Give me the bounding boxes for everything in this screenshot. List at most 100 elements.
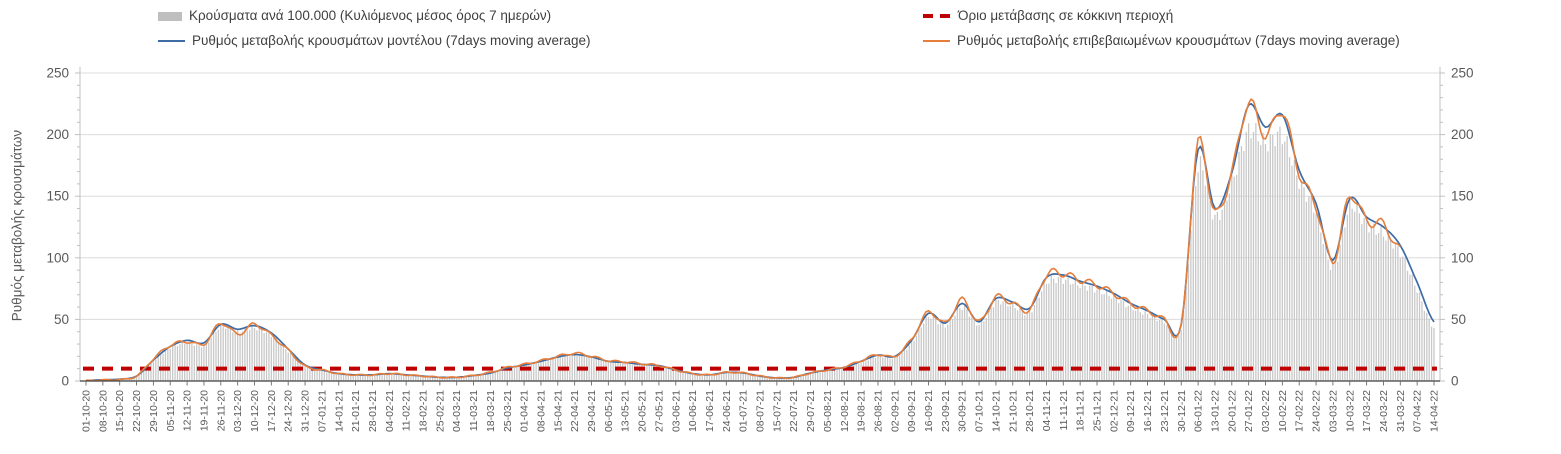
svg-text:25-02-21: 25-02-21	[434, 390, 446, 432]
line-swatch-icon	[923, 39, 950, 43]
y-axis-left	[75, 67, 81, 382]
svg-text:11-02-21: 11-02-21	[401, 390, 413, 431]
legend-item-confirmed-rate: Ρυθμός μεταβολής επιβεβαιωμένων κρουσμάτ…	[923, 33, 1400, 49]
legend-label-cases-per-100k: Κρούσματα ανά 100.000 (Κυλιόμενος μέσος …	[189, 8, 552, 23]
x-axis	[80, 380, 1440, 386]
y-tick-labels-right: 0 50 100 150 200 250	[1451, 66, 1474, 389]
svg-text:01-10-20: 01-10-20	[81, 390, 93, 432]
svg-text:13-01-22: 13-01-22	[1209, 390, 1221, 432]
svg-text:04-11-21: 04-11-21	[1041, 390, 1053, 431]
svg-text:03-03-22: 03-03-22	[1327, 390, 1339, 432]
bar-swatch-icon	[158, 11, 182, 21]
svg-text:14-04-22: 14-04-22	[1429, 390, 1441, 432]
svg-text:17-02-22: 17-02-22	[1294, 390, 1306, 432]
svg-text:16-12-21: 16-12-21	[1142, 390, 1154, 432]
svg-text:22-10-20: 22-10-20	[131, 390, 143, 432]
svg-text:10-02-22: 10-02-22	[1277, 390, 1289, 432]
svg-text:05-11-20: 05-11-20	[165, 390, 177, 431]
svg-text:10-03-22: 10-03-22	[1344, 390, 1356, 432]
legend-item-cases-per-100k: Κρούσματα ανά 100.000 (Κυλιόμενος μέσος …	[158, 8, 551, 24]
svg-text:26-08-21: 26-08-21	[872, 390, 884, 432]
svg-text:06-05-21: 06-05-21	[603, 390, 615, 432]
y-gridlines	[80, 72, 1440, 320]
svg-text:28-01-21: 28-01-21	[367, 390, 379, 432]
svg-text:04-02-21: 04-02-21	[384, 390, 396, 432]
svg-text:29-04-21: 29-04-21	[586, 390, 598, 432]
svg-text:24-06-21: 24-06-21	[721, 390, 733, 432]
svg-text:18-11-21: 18-11-21	[1075, 390, 1087, 431]
bars-series	[87, 123, 1435, 381]
svg-text:18-02-21: 18-02-21	[418, 390, 430, 432]
svg-text:29-07-21: 29-07-21	[805, 390, 817, 432]
svg-text:01-07-21: 01-07-21	[738, 390, 750, 432]
svg-text:10-06-21: 10-06-21	[687, 390, 699, 432]
svg-text:0: 0	[1451, 374, 1459, 389]
svg-text:27-05-21: 27-05-21	[653, 390, 665, 432]
svg-text:17-12-20: 17-12-20	[266, 390, 278, 432]
svg-text:31-12-20: 31-12-20	[300, 390, 312, 432]
svg-text:200: 200	[1451, 127, 1474, 142]
svg-text:17-06-21: 17-06-21	[704, 390, 716, 432]
svg-text:150: 150	[1451, 189, 1474, 204]
svg-text:03-12-20: 03-12-20	[232, 390, 244, 432]
svg-text:15-10-20: 15-10-20	[114, 390, 126, 432]
svg-text:26-11-20: 26-11-20	[215, 390, 227, 431]
svg-text:18-03-21: 18-03-21	[485, 390, 497, 432]
y-tick-labels-left: 0 50 100 150 200 250	[46, 66, 69, 389]
svg-text:03-06-21: 03-06-21	[670, 390, 682, 432]
svg-text:10-12-20: 10-12-20	[249, 390, 261, 432]
svg-text:100: 100	[46, 250, 69, 265]
svg-text:12-11-20: 12-11-20	[182, 390, 194, 431]
svg-text:06-01-22: 06-01-22	[1193, 390, 1205, 432]
svg-text:07-04-22: 07-04-22	[1412, 390, 1424, 432]
svg-text:12-08-21: 12-08-21	[839, 390, 851, 432]
svg-text:17-03-22: 17-03-22	[1361, 390, 1373, 432]
svg-text:19-11-20: 19-11-20	[198, 390, 210, 431]
svg-text:150: 150	[46, 189, 69, 204]
dashed-line-swatch-icon	[923, 14, 951, 18]
svg-text:02-12-21: 02-12-21	[1108, 390, 1120, 432]
svg-text:15-04-21: 15-04-21	[552, 390, 564, 432]
svg-text:21-01-21: 21-01-21	[350, 390, 362, 432]
svg-text:02-09-21: 02-09-21	[889, 390, 901, 432]
svg-text:09-12-21: 09-12-21	[1125, 390, 1137, 432]
confirmed-line-series	[86, 98, 1401, 382]
svg-text:25-11-21: 25-11-21	[1092, 390, 1104, 431]
svg-text:01-04-21: 01-04-21	[519, 390, 531, 432]
svg-text:14-01-21: 14-01-21	[333, 390, 345, 432]
svg-text:27-01-22: 27-01-22	[1243, 390, 1255, 432]
svg-text:0: 0	[61, 374, 69, 389]
svg-text:21-10-21: 21-10-21	[1007, 390, 1019, 432]
svg-text:20-05-21: 20-05-21	[637, 390, 649, 432]
svg-text:250: 250	[46, 66, 69, 81]
svg-text:22-07-21: 22-07-21	[788, 390, 800, 432]
svg-text:23-12-21: 23-12-21	[1159, 390, 1171, 432]
svg-text:04-03-21: 04-03-21	[451, 390, 463, 432]
x-tick-labels: 01-10-20 08-10-20 15-10-20 22-10-20 29-10-20…	[81, 390, 1441, 432]
svg-text:50: 50	[54, 312, 69, 327]
legend-item-model-rate: Ρυθμός μεταβολής κρουσμάτων μοντέλου (7d…	[158, 33, 591, 49]
svg-text:20-01-22: 20-01-22	[1226, 390, 1238, 432]
svg-text:24-03-22: 24-03-22	[1378, 390, 1390, 432]
svg-text:09-09-21: 09-09-21	[906, 390, 918, 432]
svg-text:15-07-21: 15-07-21	[771, 390, 783, 432]
line-swatch-icon	[158, 39, 185, 43]
svg-text:16-09-21: 16-09-21	[923, 390, 935, 432]
svg-text:11-03-21: 11-03-21	[468, 390, 480, 431]
svg-text:29-10-20: 29-10-20	[148, 390, 160, 432]
svg-text:05-08-21: 05-08-21	[822, 390, 834, 432]
svg-text:07-10-21: 07-10-21	[974, 390, 986, 432]
svg-text:24-02-22: 24-02-22	[1311, 390, 1323, 432]
legend-label-model-rate: Ρυθμός μεταβολής κρουσμάτων μοντέλου (7d…	[192, 33, 591, 48]
svg-text:08-04-21: 08-04-21	[535, 390, 547, 432]
y-axis-title: Ρυθμός μεταβολής κρουσμάτων	[9, 129, 25, 322]
svg-text:24-12-20: 24-12-20	[283, 390, 295, 432]
svg-text:31-03-22: 31-03-22	[1395, 390, 1407, 432]
svg-text:28-10-21: 28-10-21	[1024, 390, 1036, 432]
svg-text:19-08-21: 19-08-21	[856, 390, 868, 432]
svg-text:50: 50	[1451, 312, 1466, 327]
legend-label-confirmed-rate: Ρυθμός μεταβολής επιβεβαιωμένων κρουσμάτ…	[957, 33, 1400, 48]
svg-text:11-11-21: 11-11-21	[1058, 390, 1070, 431]
svg-text:30-09-21: 30-09-21	[957, 390, 969, 432]
